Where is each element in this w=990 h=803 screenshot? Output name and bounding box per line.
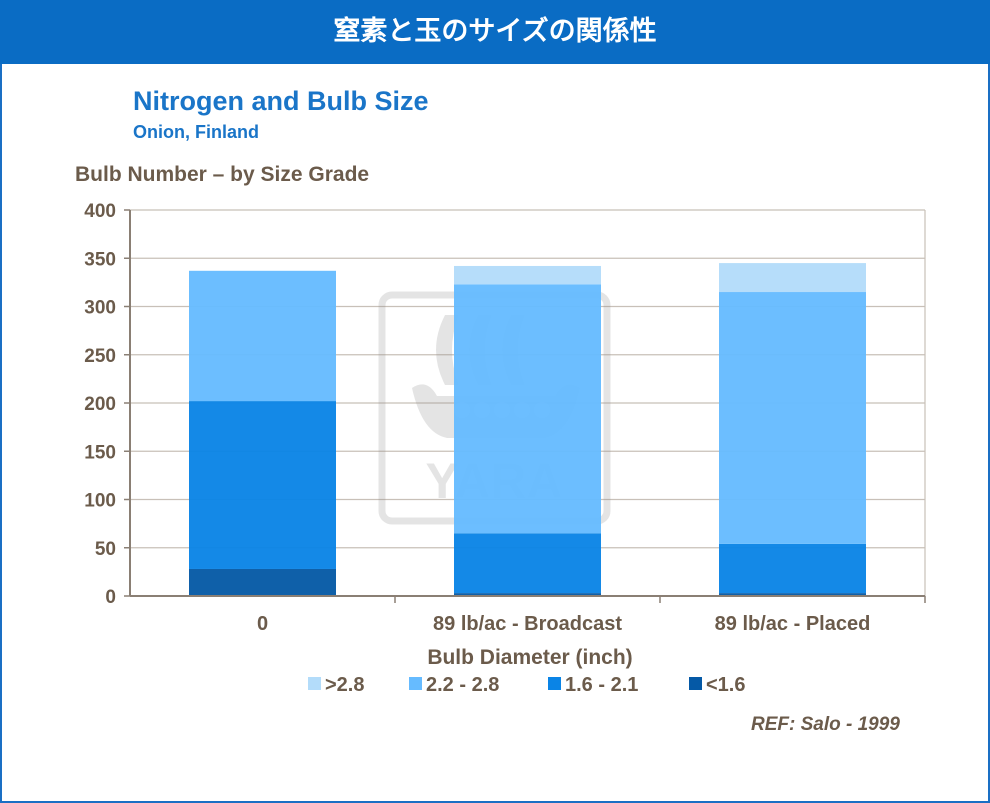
legend-label: <1.6 [706, 674, 745, 696]
legend-swatch [548, 677, 561, 690]
bar-segment [719, 543, 866, 594]
chart-title: Nitrogen and Bulb Size [133, 86, 429, 116]
legend: >2.8 2.2 - 2.8 1.6 - 2.1 <1.6 [308, 674, 745, 696]
y-tick-label: 350 [84, 249, 116, 270]
legend-label: 2.2 - 2.8 [426, 674, 499, 696]
y-tick-label: 200 [84, 394, 116, 415]
y-axis-label: Bulb Number – by Size Grade [75, 163, 370, 186]
bar-segment [719, 593, 866, 596]
y-tick-label: 50 [95, 539, 116, 560]
y-tick-label: 400 [84, 201, 116, 222]
legend-swatch [689, 677, 702, 690]
legend-label: >2.8 [325, 674, 364, 696]
bar-segment [719, 263, 866, 293]
y-tick-label: 300 [84, 298, 116, 319]
legend-label: 1.6 - 2.1 [565, 674, 638, 696]
axes [124, 209, 926, 603]
bars [189, 263, 866, 596]
y-tick-label: 150 [84, 442, 116, 463]
y-tick-label: 100 [84, 491, 116, 512]
legend-swatch [308, 677, 321, 690]
y-tick-label: 250 [84, 346, 116, 367]
y-tick-labels: 0 50 100 150 200 250 300 350 400 [84, 201, 116, 608]
bar-segment [454, 593, 601, 596]
bar-segment [719, 292, 866, 544]
x-tick-label: 89 lb/ac - Placed [715, 613, 871, 635]
x-axis-label: Bulb Diameter (inch) [427, 646, 632, 669]
y-tick-label: 0 [105, 587, 116, 608]
bar-segment [454, 284, 601, 534]
bar-segment [189, 568, 336, 596]
x-tick-label: 89 lb/ac - Broadcast [433, 613, 622, 635]
bar-segment [454, 265, 601, 285]
header-title: 窒素と玉のサイズの関係性 [0, 0, 990, 64]
x-tick-labels: 0 89 lb/ac - Broadcast 89 lb/ac - Placed [257, 613, 870, 635]
x-tick-label: 0 [257, 613, 268, 635]
legend-swatch [409, 677, 422, 690]
bar-segment [189, 401, 336, 569]
reference-note: REF: Salo - 1999 [751, 714, 900, 735]
bar-segment [454, 533, 601, 594]
bar-segment [189, 270, 336, 402]
chart-subtitle: Onion, Finland [133, 122, 259, 142]
